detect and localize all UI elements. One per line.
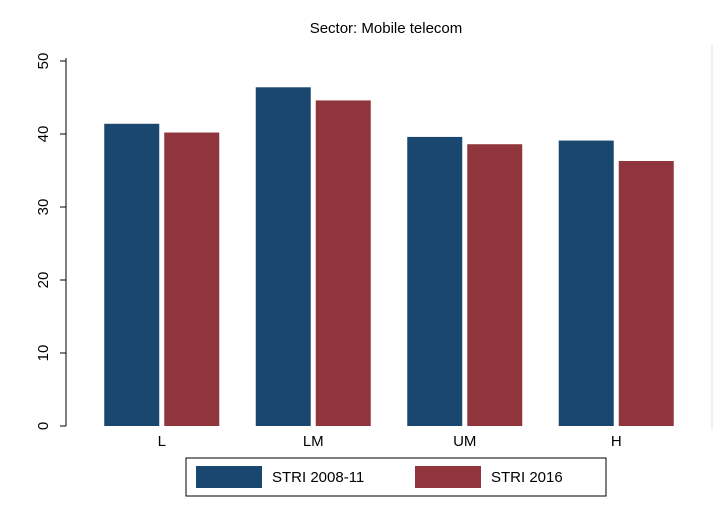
x-tick-label: H (611, 433, 622, 450)
legend-swatch (415, 466, 481, 488)
bar (164, 132, 220, 427)
y-tick-label: 30 (35, 199, 52, 216)
legend-swatch (196, 466, 262, 488)
y-tick-label: 0 (35, 422, 52, 430)
x-tick-label: UM (453, 433, 476, 450)
chart-title: Sector: Mobile telecom (310, 20, 463, 37)
legend-label: STRI 2008-11 (272, 469, 364, 486)
bar (407, 136, 463, 427)
bar (255, 87, 311, 426)
bar (467, 144, 523, 426)
x-tick-label: L (158, 433, 166, 450)
bar (315, 100, 371, 427)
y-tick-label: 10 (35, 345, 52, 362)
y-tick-label: 50 (35, 53, 52, 70)
bar (558, 140, 614, 426)
bar (104, 123, 160, 426)
y-tick-label: 40 (35, 126, 52, 143)
y-tick-label: 20 (35, 272, 52, 289)
legend-label: STRI 2016 (491, 469, 563, 486)
bar (618, 161, 674, 426)
x-tick-label: LM (303, 433, 324, 450)
